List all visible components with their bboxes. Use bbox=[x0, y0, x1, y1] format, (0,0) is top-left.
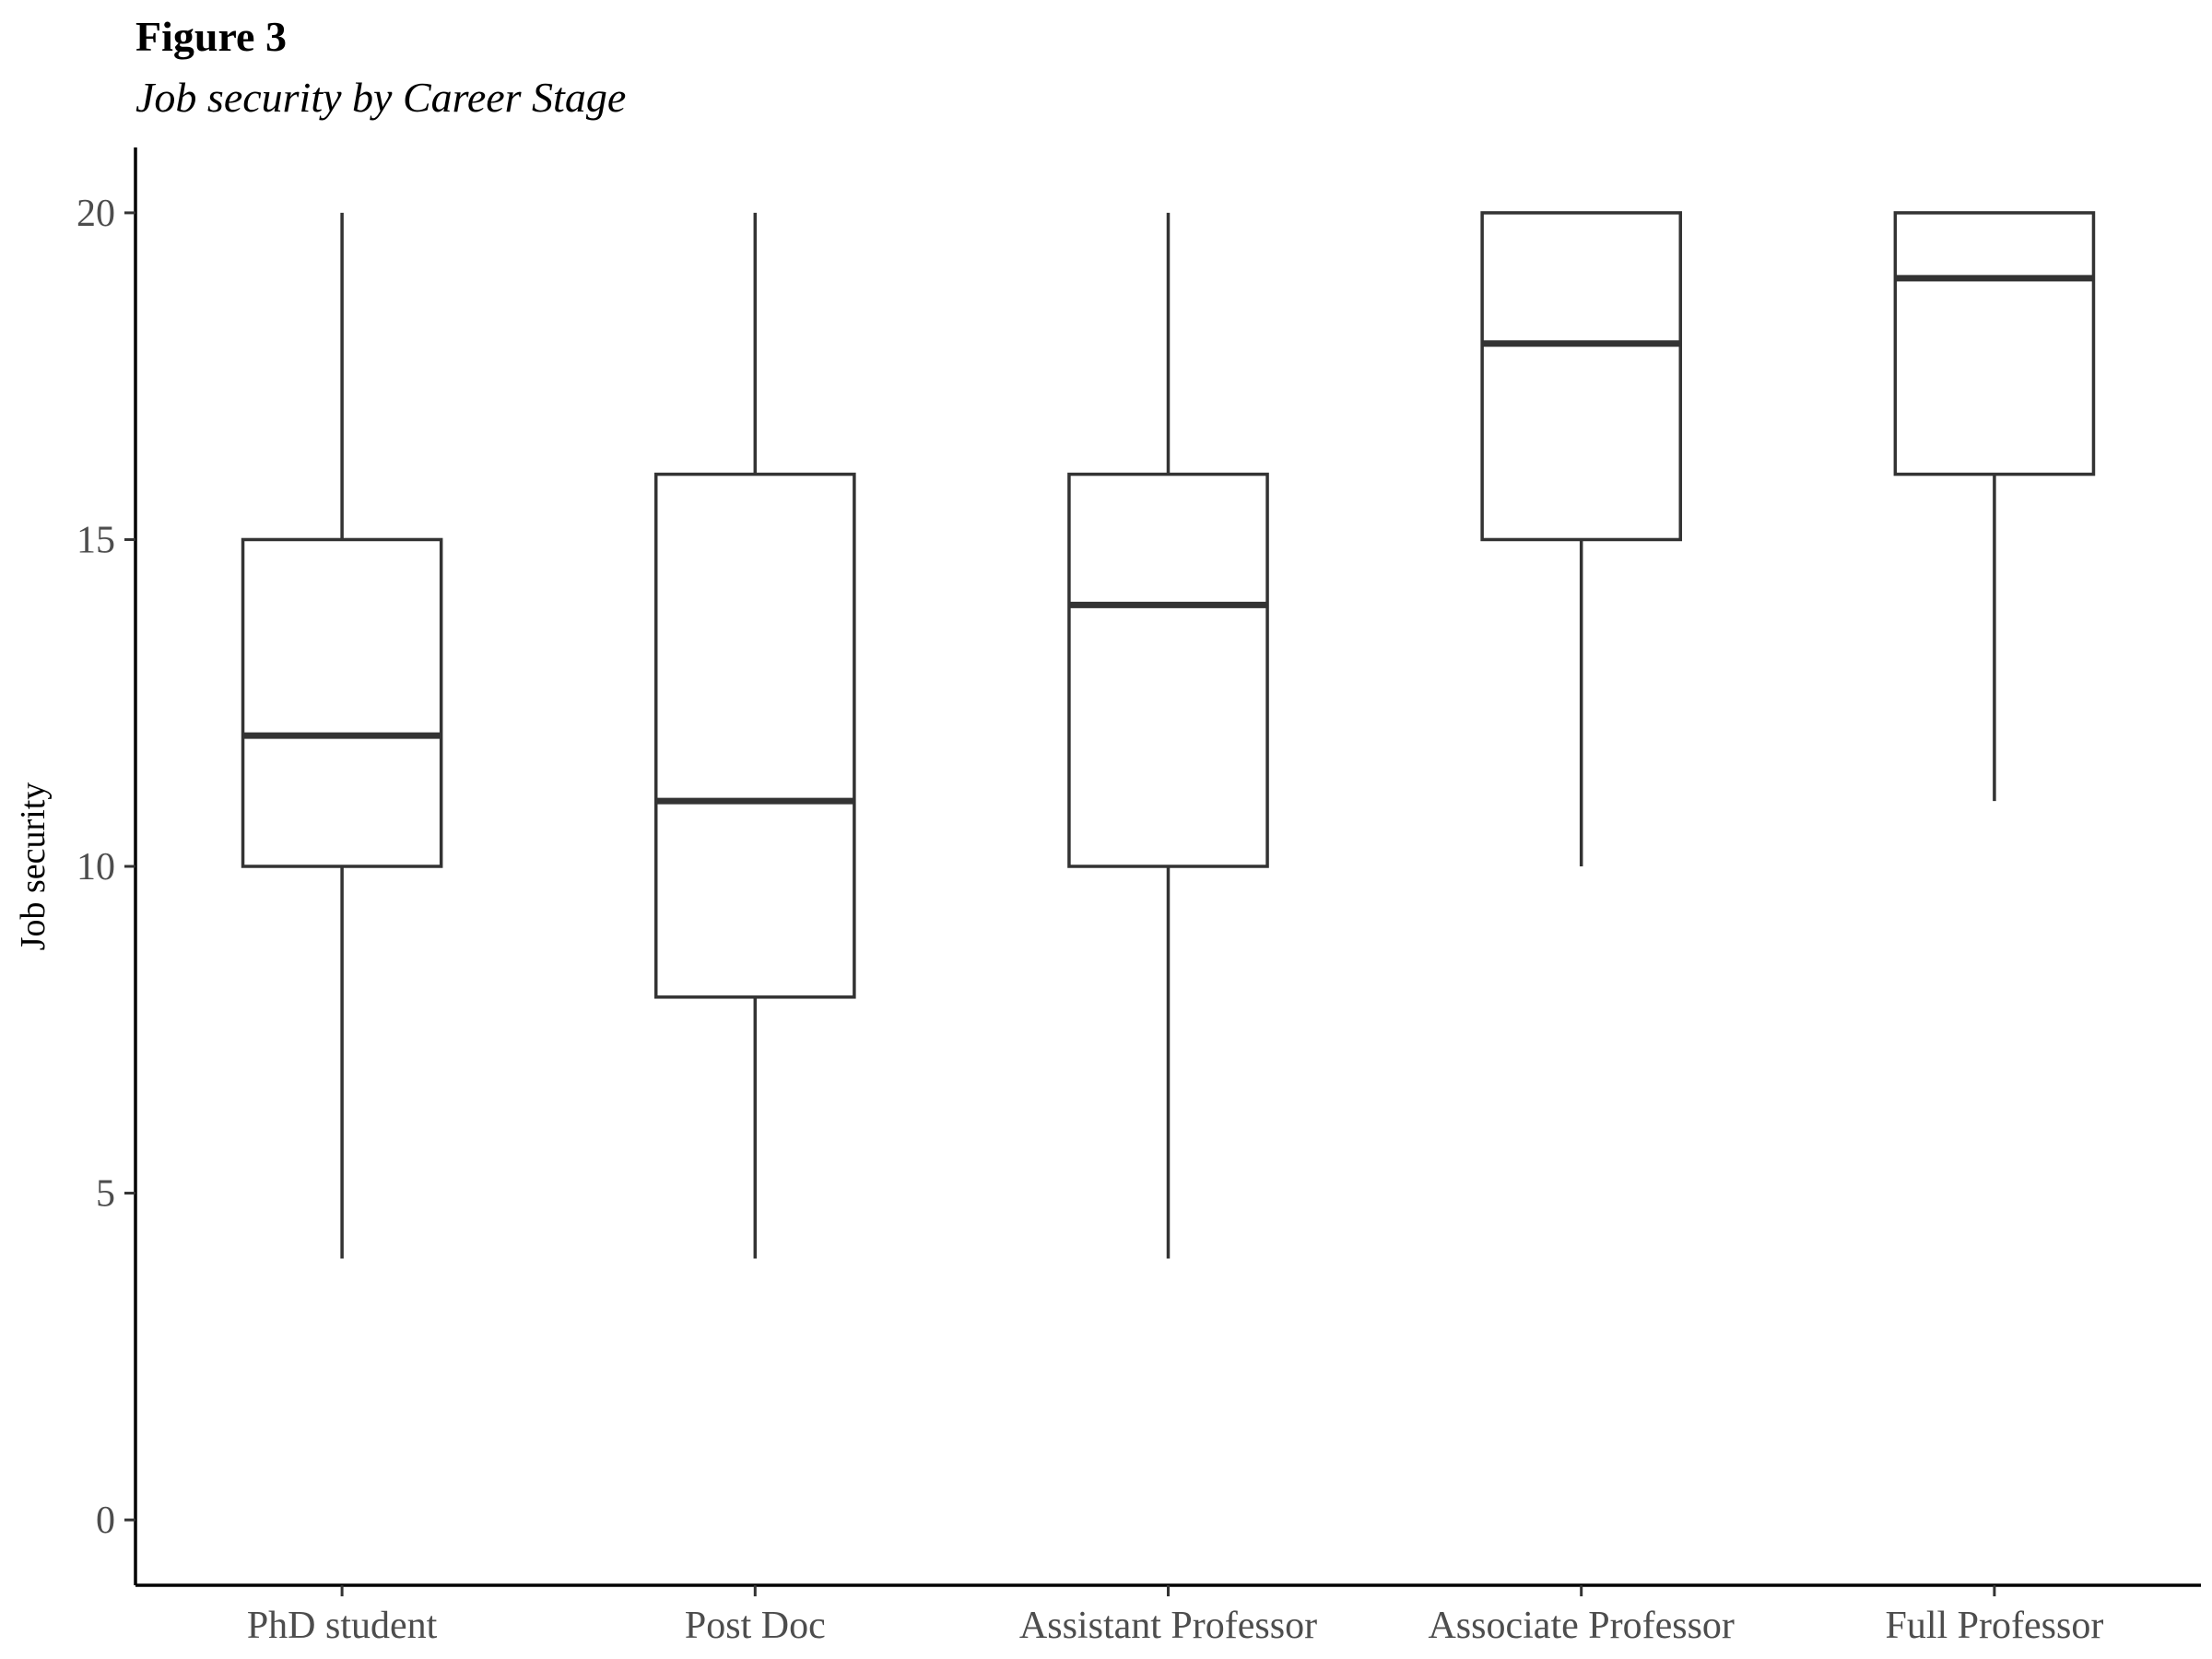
iqr-box bbox=[1067, 472, 1269, 868]
x-tick-label: Post Doc bbox=[685, 1605, 826, 1647]
y-tick-label: 5 bbox=[96, 1173, 115, 1216]
x-tick-label: Full Professor bbox=[1885, 1605, 2103, 1647]
iqr-box bbox=[1480, 211, 1683, 542]
figure-title: Job security by Career Stage bbox=[135, 74, 627, 121]
y-tick-label: 0 bbox=[96, 1500, 115, 1542]
iqr-box bbox=[241, 537, 443, 868]
plot-area bbox=[241, 211, 2096, 1259]
figure-label: Figure 3 bbox=[135, 13, 287, 60]
box-full-professor bbox=[1893, 211, 2096, 802]
y-tick-label: 15 bbox=[76, 519, 115, 561]
y-tick-label: 10 bbox=[76, 846, 115, 888]
box-associate-professor bbox=[1480, 211, 1683, 866]
box-assistant-professor bbox=[1067, 212, 1269, 1259]
x-tick-label: Associate Professor bbox=[1428, 1605, 1734, 1647]
y-tick-label: 20 bbox=[76, 193, 115, 235]
x-tick-label: Assistant Professor bbox=[1019, 1605, 1317, 1647]
y-axis-title: Job security bbox=[14, 782, 53, 951]
y-axis: 0 5 10 15 20 bbox=[76, 147, 137, 1585]
iqr-box bbox=[1893, 211, 2096, 477]
x-tick-label: PhD student bbox=[247, 1605, 438, 1647]
x-axis: PhD student Post Doc Assistant Professor As… bbox=[135, 1583, 2201, 1647]
box-phd-student bbox=[241, 212, 443, 1259]
box-post-doc bbox=[653, 212, 856, 1259]
iqr-box bbox=[653, 472, 856, 999]
